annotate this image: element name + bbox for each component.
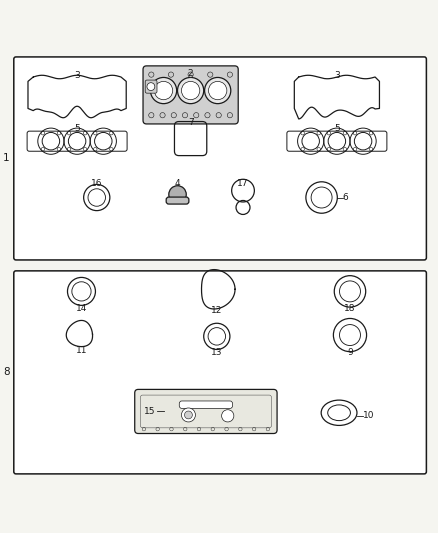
Circle shape [181, 82, 200, 100]
Circle shape [208, 82, 227, 100]
FancyBboxPatch shape [143, 66, 238, 124]
Circle shape [194, 112, 199, 118]
Text: 13: 13 [211, 348, 223, 357]
Text: 5: 5 [334, 124, 340, 133]
Circle shape [205, 112, 210, 118]
Text: 8: 8 [3, 367, 10, 377]
Text: 18: 18 [344, 304, 356, 313]
Text: 11: 11 [76, 346, 87, 355]
FancyBboxPatch shape [14, 271, 426, 474]
Circle shape [149, 72, 154, 77]
Circle shape [169, 185, 186, 203]
Circle shape [171, 112, 177, 118]
Circle shape [150, 77, 177, 103]
FancyBboxPatch shape [166, 197, 189, 204]
Circle shape [205, 77, 231, 103]
Circle shape [184, 411, 192, 419]
Text: 2: 2 [188, 69, 194, 78]
Circle shape [160, 112, 165, 118]
Circle shape [354, 133, 372, 150]
Text: 3: 3 [334, 71, 340, 80]
Circle shape [177, 77, 204, 103]
Text: 14: 14 [76, 304, 87, 313]
Text: 7: 7 [188, 118, 194, 127]
Text: 3: 3 [74, 71, 80, 80]
Circle shape [181, 408, 195, 422]
Circle shape [182, 112, 187, 118]
Text: 17: 17 [237, 179, 249, 188]
Circle shape [188, 72, 193, 77]
Circle shape [216, 112, 221, 118]
Circle shape [222, 410, 234, 422]
Circle shape [147, 83, 155, 91]
FancyBboxPatch shape [135, 390, 277, 433]
Text: 15: 15 [144, 407, 155, 416]
Text: 10: 10 [363, 411, 374, 421]
Circle shape [328, 133, 346, 150]
Text: 5: 5 [74, 124, 80, 133]
Text: 9: 9 [347, 348, 353, 357]
Circle shape [302, 133, 319, 150]
Text: 4: 4 [175, 179, 180, 188]
Circle shape [95, 133, 112, 150]
FancyBboxPatch shape [14, 57, 426, 260]
Circle shape [208, 72, 213, 77]
FancyBboxPatch shape [179, 401, 233, 408]
Circle shape [68, 133, 86, 150]
Text: 6: 6 [343, 193, 348, 202]
Text: 16: 16 [91, 179, 102, 188]
Circle shape [149, 112, 154, 118]
FancyBboxPatch shape [145, 80, 157, 93]
Text: 1: 1 [3, 153, 10, 163]
Circle shape [42, 133, 60, 150]
Circle shape [154, 82, 173, 100]
Text: 12: 12 [211, 306, 223, 315]
Circle shape [227, 112, 233, 118]
Circle shape [227, 72, 233, 77]
Circle shape [168, 72, 173, 77]
